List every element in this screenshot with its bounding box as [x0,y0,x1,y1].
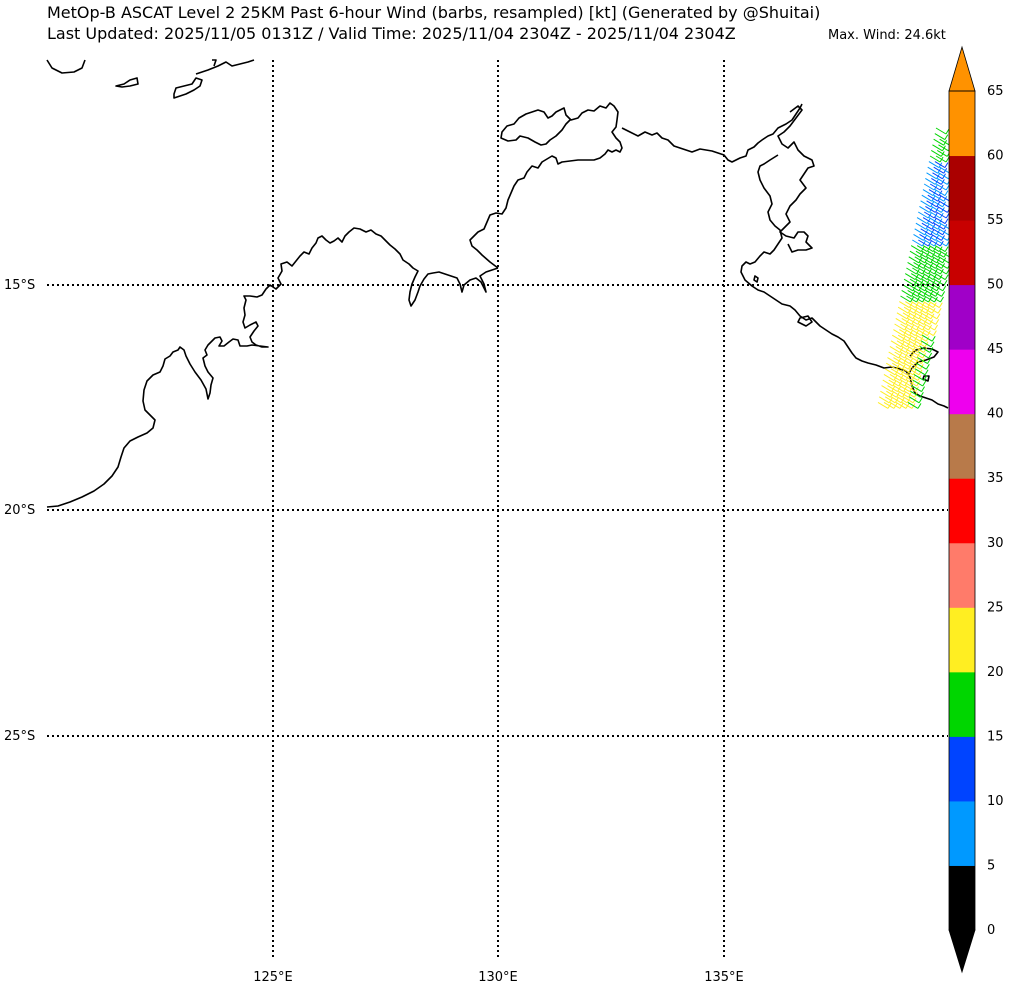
wind-barbs-swath [877,127,954,409]
latitude-labels: 15°S 20°S 25°S [4,278,35,744]
wind-barb [914,368,929,376]
colorbar-tick-label: 60 [987,149,1004,164]
wind-barb [908,396,923,404]
colorbar-frame [948,90,976,931]
colorbar-tick-label: 0 [987,923,995,938]
island-3 [173,77,203,99]
coastline [46,59,949,508]
wind-barb [923,329,937,337]
wind-barb [924,323,939,331]
wind-barb [934,161,949,169]
max-wind-readout: Max. Wind: 24.6kt [828,28,946,43]
colorbar-tick-label: 50 [987,278,1004,293]
chart-title: MetOp-B ASCAT Level 2 25KM Past 6-hour W… [47,3,821,22]
colorbar-bin-60-65 [949,91,975,157]
wind-barb [926,312,941,320]
colorbar-extend-high [948,45,976,92]
valid-time-subtitle: Last Updated: 2025/11/05 0131Z / Valid T… [47,24,736,43]
island-1 [46,59,86,74]
lat-lon-gridlines [47,60,948,960]
longitude-labels: 125°E 130°E 135°E [253,970,744,985]
wind-barb [918,351,933,359]
colorbar-tick-label: 45 [987,342,1004,357]
wind-barb [910,390,924,398]
wind-barb [931,289,946,297]
coastline-north [469,102,623,269]
wind-barb [932,284,947,292]
colorbar-tick-label: 25 [987,600,1004,615]
colorbar-tick-label: 5 [987,858,995,873]
wind-barb [934,189,949,197]
wind-barb [911,385,925,393]
coastline-west [46,227,499,508]
wind-barb [929,301,943,309]
colorbar-extend-low [948,929,976,974]
colorbar-bin-10-15 [949,736,975,802]
wind-barb [916,362,930,370]
coastline-gulf [621,103,949,409]
wind-barb [925,317,940,325]
wind-barb [934,273,949,281]
colorbar-bin-30-35 [949,478,975,544]
lon-label-130e: 130°E [478,970,518,985]
lon-label-135e: 135°E [704,970,744,985]
colorbar-bin-50-55 [949,220,975,286]
colorbar-bin-5-10 [949,800,975,866]
island-5 [797,315,813,327]
wind-barb [934,245,949,253]
wind-barb [920,340,935,348]
island-4 [195,59,255,75]
colorbar-tick-label: 10 [987,794,1004,809]
colorbar-tick-label: 40 [987,407,1004,422]
colorbar-bin-40-45 [949,349,975,415]
wind-barb [919,345,934,353]
wind-barb [927,306,942,314]
lat-label-15s: 15°S [4,278,35,293]
colorbar-bin-45-50 [949,284,975,350]
colorbar-tick-label: 65 [987,84,1004,99]
wind-barb [921,334,936,342]
wind-speed-colorbar: 0 5 10 15 20 25 30 35 40 45 50 55 60 65 [948,45,1004,974]
colorbar-tick-label: 35 [987,471,1004,486]
colorbar-bin-20-25 [949,607,975,673]
wind-barb [935,127,950,135]
colorbar-tick-label: 20 [987,665,1004,680]
colorbar-bin-25-30 [949,542,975,608]
wind-barb [913,373,928,381]
wind-barb [934,133,949,141]
peninsula-east [777,105,815,253]
colorbar-bin-15-20 [949,671,975,737]
wind-barb [907,401,922,409]
colorbar-bin-0-5 [949,865,975,931]
wind-barb [934,217,949,225]
colorbar-tick-label: 15 [987,729,1004,744]
colorbar-tick-label: 30 [987,536,1004,551]
wind-barb [935,155,950,163]
lat-label-25s: 25°S [4,729,35,744]
island-2 [115,77,139,88]
island-6 [922,375,930,382]
wind-barb [930,295,944,303]
colorbar-tick-label: 55 [987,213,1004,228]
wind-barb [912,379,927,387]
wind-barb [917,357,931,365]
lon-label-125e: 125°E [253,970,293,985]
colorbar-bin-35-40 [949,413,975,479]
island-7 [753,275,759,283]
colorbar-bin-55-60 [949,155,975,221]
lat-label-20s: 20°S [4,503,35,518]
